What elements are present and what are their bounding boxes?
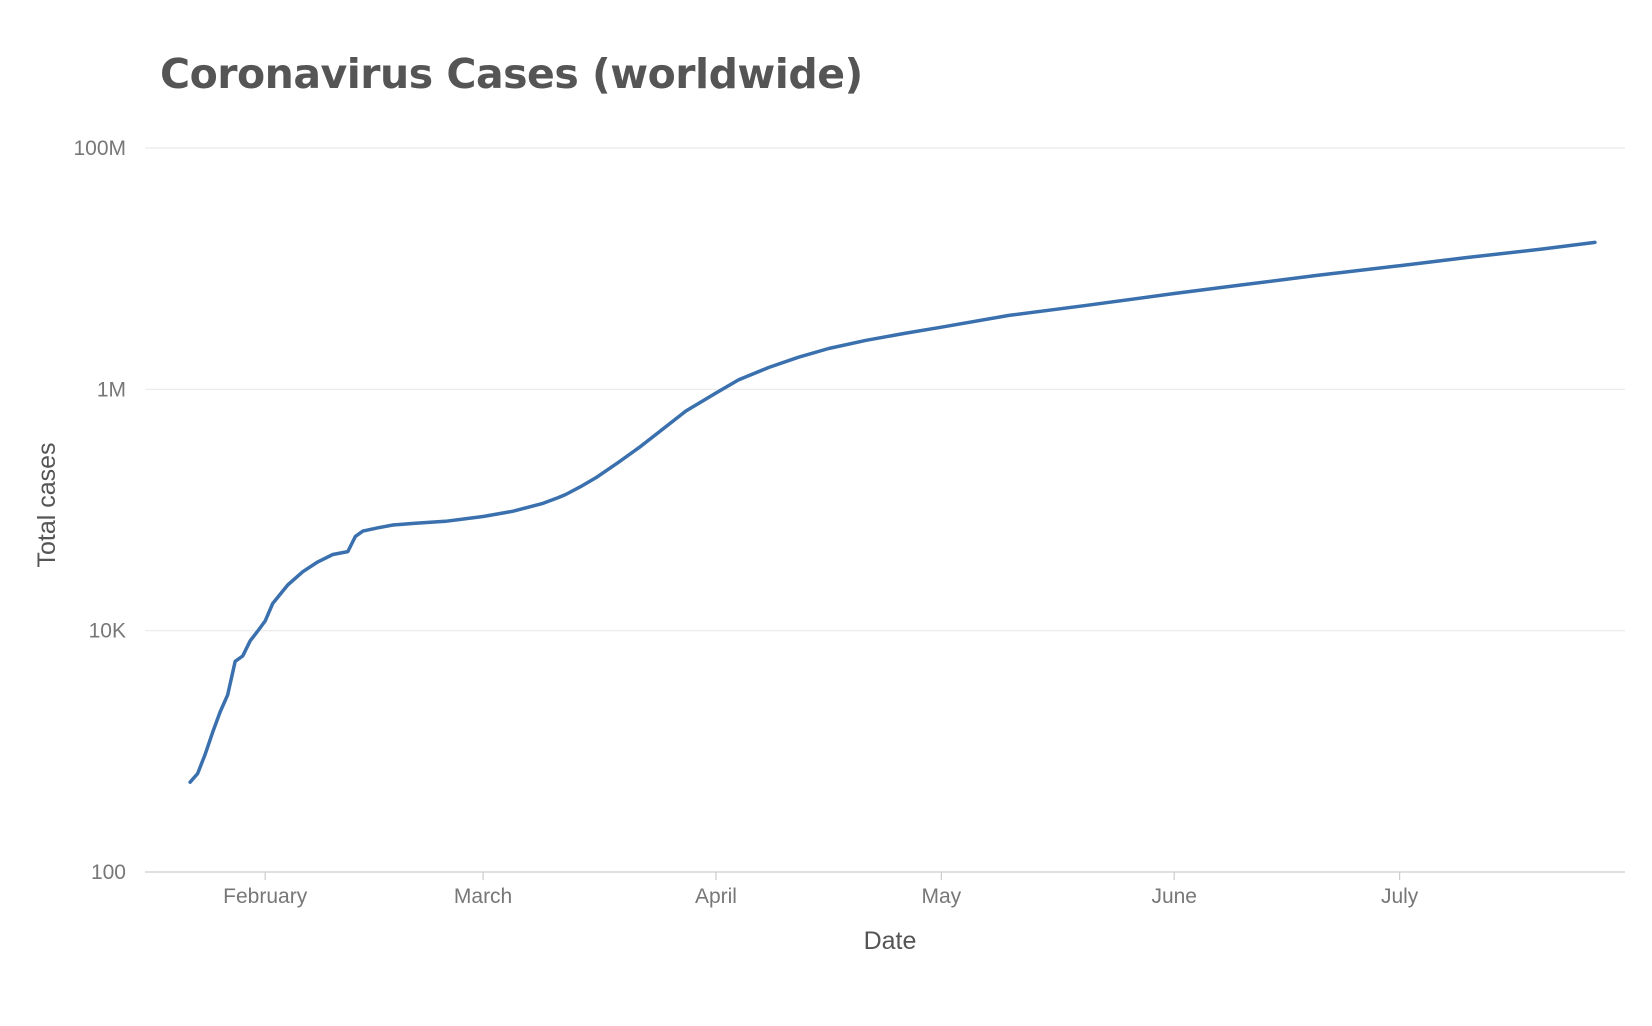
y-axis-title: Total cases: [33, 442, 61, 567]
x-tick-label: March: [454, 885, 512, 908]
gridlines: [145, 147, 1625, 873]
x-tick-label: June: [1151, 885, 1197, 908]
y-axis: 100 10K 1M 100M: [73, 137, 126, 884]
y-tick-label: 10K: [89, 620, 126, 643]
y-tick-label: 100M: [73, 137, 126, 160]
chart-title: Coronavirus Cases (worldwide): [160, 50, 863, 98]
x-tick-label: April: [695, 885, 737, 908]
y-tick-label: 100: [91, 861, 126, 884]
y-tick-label: 1M: [97, 378, 126, 401]
x-tick-label: July: [1381, 885, 1419, 908]
x-tick-label: May: [922, 885, 962, 908]
x-axis-title: Date: [864, 927, 917, 955]
x-tick-label: February: [223, 885, 308, 908]
x-axis: February March April May June July: [223, 872, 1419, 908]
series-layer: [188, 240, 1597, 784]
series-line-total-cases: [188, 240, 1597, 784]
